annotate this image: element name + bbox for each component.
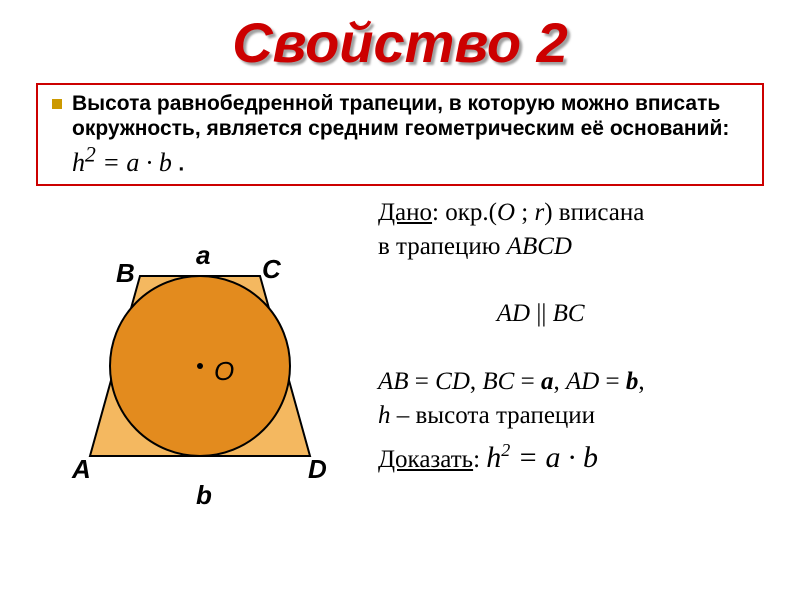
- label-A: A: [72, 454, 91, 485]
- line2: в трапецию ABCD: [378, 230, 770, 264]
- g1O: O: [497, 199, 515, 226]
- g3ad: AD: [497, 300, 530, 327]
- f-a: a: [126, 148, 139, 177]
- prop-formula: h2 = a · b: [72, 148, 178, 177]
- given-prove-text: Дано: окр.(O ; r) вписана в трапецию ABC…: [370, 196, 770, 516]
- line3: AD || BC: [378, 264, 770, 365]
- line4: AB = CD, BC = a, AD = b,: [378, 365, 770, 399]
- prove-formula: h2 = a · b: [486, 441, 598, 474]
- g4b: b: [626, 368, 639, 395]
- pf-b: b: [583, 441, 598, 474]
- g4cd: CD: [435, 368, 470, 395]
- label-B: B: [116, 258, 135, 289]
- g4ab: AB: [378, 368, 409, 395]
- label-D: D: [308, 454, 327, 485]
- g4e1: =: [409, 368, 436, 395]
- line5: h – высота трапеции: [378, 399, 770, 433]
- g1c: ) вписана: [544, 199, 644, 226]
- g4ad: AD: [566, 368, 599, 395]
- g3bc: BC: [553, 300, 585, 327]
- f-b: b: [159, 148, 172, 177]
- center-dot: [197, 363, 203, 369]
- pf-sup: 2: [501, 440, 510, 460]
- g2abcd: ABCD: [507, 233, 572, 260]
- prop-body: Высота равнобедренной трапеции, в котору…: [72, 92, 729, 140]
- lower-row: A B C D O a b Дано: окр.(O ; r) вписана …: [30, 196, 770, 516]
- page-title: Свойство 2: [0, 10, 800, 75]
- property-text: Высота равнобедренной трапеции, в котору…: [72, 91, 752, 178]
- g1a: : окр.(: [432, 199, 497, 226]
- label-O: O: [214, 356, 234, 387]
- g3par: ||: [530, 300, 553, 327]
- line1: Дано: окр.(O ; r) вписана: [378, 196, 770, 230]
- prove-colon: :: [473, 446, 486, 473]
- pf-h: h: [486, 441, 501, 474]
- property-box: Высота равнобедренной трапеции, в котору…: [36, 83, 764, 186]
- g4e2: =: [514, 368, 541, 395]
- line-prove: Доказать: h2 = a · b: [378, 438, 770, 479]
- f-eq: =: [96, 148, 127, 177]
- g1b: ;: [515, 199, 534, 226]
- g3pad: [416, 300, 497, 327]
- bullet-icon: [52, 99, 62, 109]
- label-C: C: [262, 254, 281, 285]
- pf-eq: =: [510, 441, 545, 474]
- label-b: b: [196, 480, 212, 511]
- g4e3: =: [599, 368, 626, 395]
- label-a: a: [196, 240, 210, 271]
- pf-dot: ·: [561, 441, 584, 474]
- g5rest: – высота трапеции: [391, 402, 596, 429]
- g1r: r: [534, 199, 544, 226]
- prove-label: Доказать: [378, 446, 473, 473]
- g4bc: BC: [482, 368, 514, 395]
- g4c1: ,: [470, 368, 483, 395]
- g4a: a: [541, 368, 554, 395]
- g4c2: ,: [553, 368, 566, 395]
- f-dot: ·: [139, 148, 159, 177]
- f-h: h: [72, 148, 85, 177]
- g4c3: ,: [638, 368, 644, 395]
- g2a: в трапецию: [378, 233, 507, 260]
- diagram: A B C D O a b: [30, 196, 370, 516]
- f-end: .: [178, 153, 184, 176]
- pf-a: a: [546, 441, 561, 474]
- g5h: h: [378, 402, 391, 429]
- given-label: Дано: [378, 199, 432, 226]
- f-sup: 2: [85, 142, 96, 166]
